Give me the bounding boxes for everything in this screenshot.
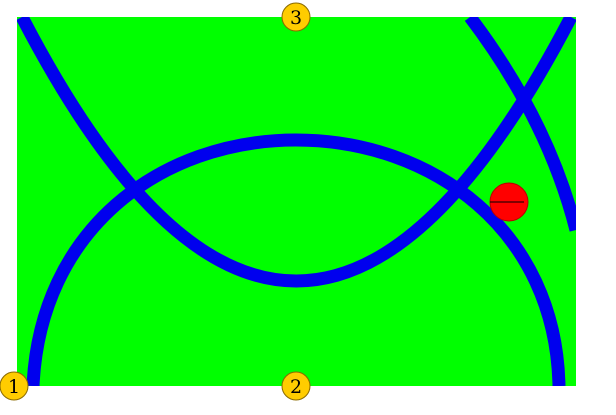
marker-1-label: 1 bbox=[8, 376, 20, 398]
marker-2-label: 2 bbox=[290, 376, 302, 398]
red-ball[interactable] bbox=[489, 182, 529, 222]
right-arc-track bbox=[464, 17, 576, 232]
marker-2-circle bbox=[281, 371, 311, 401]
lower-arc-track bbox=[26, 133, 566, 386]
marker-1[interactable]: 1 bbox=[0, 371, 29, 401]
marker-2[interactable]: 2 bbox=[281, 371, 311, 401]
marker-3-label: 3 bbox=[290, 7, 302, 29]
marker-1-circle bbox=[0, 371, 29, 401]
upper-arc-track bbox=[17, 17, 576, 288]
track-arcs bbox=[17, 17, 576, 386]
marker-3[interactable]: 3 bbox=[281, 2, 311, 32]
marker-3-circle bbox=[281, 2, 311, 32]
